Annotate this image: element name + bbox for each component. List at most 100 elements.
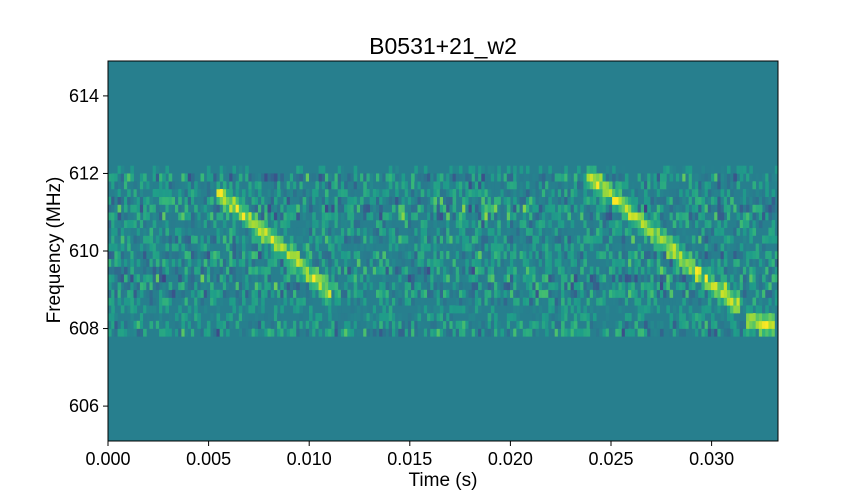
heatmap-cell <box>653 181 658 190</box>
heatmap-cell <box>360 212 364 221</box>
heatmap-cell <box>554 173 559 182</box>
heatmap-cell <box>519 266 524 275</box>
heatmap-cell <box>736 243 741 252</box>
heatmap-cell <box>752 188 757 198</box>
heatmap-cell <box>481 196 485 205</box>
heatmap-cell <box>720 274 725 283</box>
heatmap-cell <box>226 227 230 236</box>
heatmap-cell <box>656 235 661 244</box>
heatmap-cell <box>222 266 227 275</box>
heatmap-cell <box>190 328 195 337</box>
heatmap-cell <box>755 266 760 275</box>
heatmap-cell <box>494 204 498 213</box>
heatmap-cell <box>439 297 444 306</box>
heatmap-cell <box>270 320 275 329</box>
heatmap-cell <box>615 204 619 213</box>
heatmap-cell <box>318 282 323 291</box>
heatmap-cell <box>586 165 591 174</box>
heatmap-cell <box>471 282 476 291</box>
heatmap-cell <box>746 328 750 337</box>
heatmap-cell <box>529 282 533 291</box>
heatmap-cell <box>360 289 364 298</box>
heatmap-cell <box>458 320 463 329</box>
heatmap-cell <box>411 188 415 198</box>
heatmap-cell <box>114 289 118 298</box>
heatmap-cell <box>178 282 182 291</box>
heatmap-cell <box>328 173 332 182</box>
heatmap-cell <box>631 204 635 213</box>
heatmap-cell <box>226 251 230 260</box>
heatmap-cell <box>726 188 731 198</box>
heatmap-cell <box>615 181 619 190</box>
heatmap-cell <box>363 282 367 291</box>
heatmap-cell <box>337 165 342 174</box>
heatmap-cell <box>273 282 278 291</box>
heatmap-cell <box>698 328 702 337</box>
heatmap-cell <box>430 212 434 221</box>
heatmap-cell <box>446 204 450 213</box>
heatmap-cell <box>695 196 699 205</box>
heatmap-cell <box>391 204 396 213</box>
heatmap-cell <box>146 212 150 221</box>
heatmap-cell <box>407 243 412 252</box>
heatmap-cell <box>532 274 536 283</box>
heatmap-cell <box>187 266 192 275</box>
heatmap-cell <box>360 320 364 329</box>
heatmap-cell <box>465 251 469 260</box>
heatmap-cell <box>337 204 342 213</box>
heatmap-cell <box>356 305 361 314</box>
heatmap-cell <box>484 328 489 337</box>
heatmap-cell <box>644 181 648 190</box>
heatmap-cell <box>318 219 323 229</box>
heatmap-cell <box>305 274 310 283</box>
heatmap-cell <box>194 282 198 291</box>
heatmap-cell <box>181 266 185 275</box>
heatmap-cell <box>522 320 527 329</box>
heatmap-cell <box>746 212 750 221</box>
heatmap-cell <box>723 219 728 229</box>
heatmap-cell <box>127 219 131 229</box>
heatmap-cell <box>411 320 415 329</box>
heatmap-cell <box>379 258 383 267</box>
heatmap-cell <box>688 258 693 267</box>
heatmap-cell <box>592 181 597 190</box>
heatmap-cell <box>127 196 131 205</box>
heatmap-cell <box>443 181 447 190</box>
heatmap-cell <box>187 251 192 260</box>
heatmap-cell <box>698 305 702 314</box>
heatmap-cell <box>752 313 757 322</box>
heatmap-cell <box>465 305 469 314</box>
heatmap-cell <box>656 305 661 314</box>
heatmap-cell <box>245 165 249 174</box>
heatmap-cell <box>656 188 661 198</box>
heatmap-cell <box>162 282 166 291</box>
heatmap-cell <box>277 258 281 267</box>
heatmap-cell <box>522 274 527 283</box>
heatmap-cell <box>430 251 434 260</box>
heatmap-cell <box>478 181 482 190</box>
heatmap-cell <box>717 181 721 190</box>
heatmap-cell <box>238 282 243 291</box>
heatmap-cell <box>589 320 594 329</box>
heatmap-cell <box>580 204 584 213</box>
heatmap-cell <box>726 235 731 244</box>
heatmap-cell <box>200 181 205 190</box>
heatmap-cell <box>522 181 527 190</box>
heatmap-cell <box>127 328 131 337</box>
heatmap-cell <box>264 328 268 337</box>
heatmap-cell <box>411 173 415 182</box>
heatmap-cell <box>487 313 492 322</box>
heatmap-cell <box>251 282 256 291</box>
heatmap-cell <box>474 173 479 182</box>
heatmap-cell <box>672 243 677 252</box>
heatmap-cell <box>439 188 444 198</box>
heatmap-cell <box>730 320 734 329</box>
heatmap-cell <box>443 328 447 337</box>
heatmap-cell <box>474 266 479 275</box>
heatmap-cell <box>570 243 575 252</box>
heatmap-cell <box>117 274 122 283</box>
heatmap-cell <box>254 219 259 229</box>
heatmap-cell <box>726 289 731 298</box>
heatmap-cell <box>535 235 540 244</box>
heatmap-cell <box>379 320 383 329</box>
